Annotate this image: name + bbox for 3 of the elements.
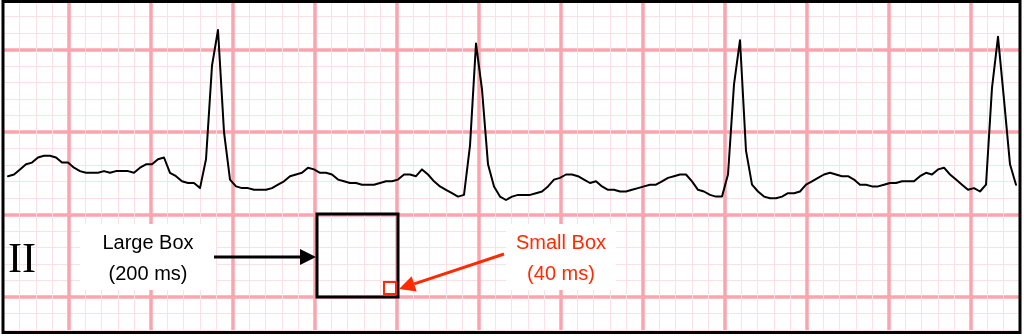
text: II <box>8 235 36 281</box>
text: Large Box (200 ms) <box>102 231 194 284</box>
text: Small Box (40 ms) <box>515 231 607 284</box>
